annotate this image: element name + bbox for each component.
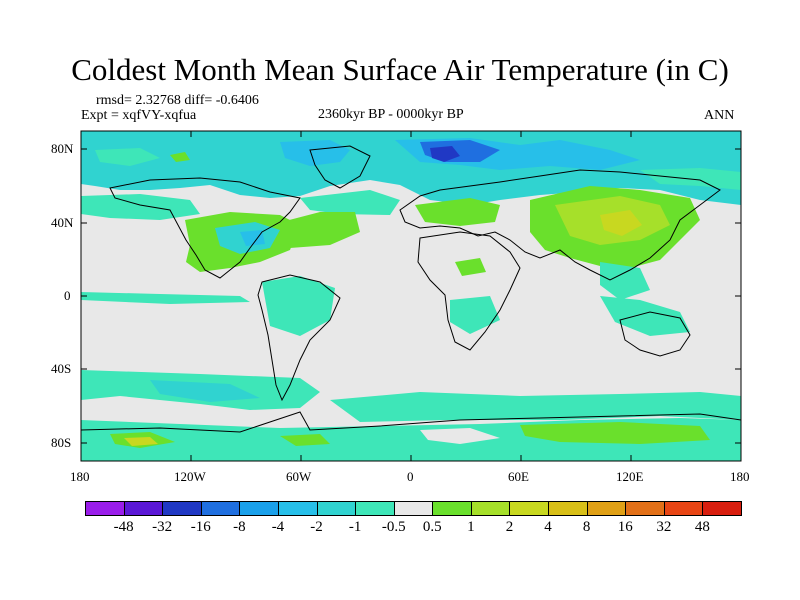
coastlines [80,145,742,433]
lon-tick-label: 0 [407,469,414,484]
lat-tick-label: 0 [64,288,71,303]
colorbar-label: 8 [582,519,591,535]
colorbar-swatch [85,501,125,516]
lat-tick-label: 40S [51,361,72,376]
colorbar-label: -32 [152,519,173,535]
arctic-blue-patch [280,140,350,166]
colorbar-swatch [239,501,279,516]
arctic-lime-patch [170,152,190,162]
map-field [81,131,741,461]
north-atlantic-anomaly [300,190,400,215]
colorbar-swatch [316,501,357,516]
colorbar-swatch [123,501,164,516]
colorbar-label: 0.5 [422,519,442,535]
arctic-core-patch [430,146,460,162]
colorbar-label: -8 [233,519,246,535]
africa-warm-region [455,258,486,276]
north-atlantic-warm-region [270,212,360,248]
colorbar-label: -1 [348,519,362,535]
asia-yellow-region [600,210,642,236]
colorbar-label: 16 [617,519,633,535]
antarctica-warm-region [520,422,710,444]
colorbar-swatch [432,501,472,516]
southern-ocean-anomaly [330,392,741,422]
antarctica-warm-region [280,434,330,446]
australia-coast [619,311,691,357]
lat-tick-label: 80N [51,141,74,156]
maritime-anomaly-region [600,296,690,336]
chart-title: Coldest Month Mean Surface Air Temperatu… [71,52,729,87]
period-label: 2360kyr BP - 0000kyr BP [318,107,464,122]
antarctica-neutral-patch [420,428,500,444]
lat-tick-label: 40N [51,215,74,230]
equatorial-pacific-anomaly [81,292,250,304]
europe-warm-region [415,198,500,226]
colorbar-swatch [355,501,395,516]
lon-tick-label: 60W [286,469,312,484]
experiment-label: Expt = xqfVY-xqfua [81,108,197,123]
greenland-coast [309,145,371,189]
tick-marks [81,131,741,461]
colorbar-swatch [393,501,434,516]
colorbar-swatch [548,501,588,516]
southern-ocean-blue [150,380,260,402]
africa-coast [417,231,521,351]
colorbar-label: 1 [467,519,475,535]
stats-line: rmsd= 2.32768 diff= -0.6406 [96,93,259,108]
colorbar-swatch [470,501,511,516]
eurasia-coast [399,169,721,281]
lon-tick-label: 180 [730,469,750,484]
south-america-coast [257,274,341,402]
lon-tick-label: 120E [616,469,644,484]
north-america-blue-region [240,230,265,246]
colorbar-label: -48 [113,519,134,535]
colorbar-swatch [586,501,627,516]
antarctica-coast [80,411,742,433]
colorbar-swatch [509,501,550,516]
colorbar-swatch [702,501,742,516]
colorbar-label: -16 [190,519,211,535]
colorbar-swatch [200,501,241,516]
colorbar-label: 48 [694,519,710,535]
north-america-coast [109,177,301,279]
colorbar-label: -2 [310,519,323,535]
south-america-anomaly [262,276,335,336]
lon-tick-label: 120W [174,469,206,484]
season-label: ANN [704,108,735,123]
lat-tick-label: 80S [51,435,72,450]
colorbar-label: 4 [544,519,552,535]
colorbar-label: 32 [656,519,672,535]
colorbar-label: -4 [271,519,285,535]
antarctica-yellow-region [124,437,158,446]
colorbar-swatch [162,501,202,516]
asia-cyan-region [600,262,650,300]
colorbar-label: 2 [505,519,514,535]
lon-tick-label: 180 [70,469,90,484]
africa-anomaly-region [450,296,500,334]
colorbar-swatch [277,501,318,516]
arctic-light-patch [95,148,160,166]
colorbar-label: -0.5 [381,519,406,535]
colorbar-swatch [625,501,665,516]
north-pacific-anomaly [81,194,200,220]
colorbar-swatch [663,501,704,516]
lon-tick-label: 60E [508,469,529,484]
